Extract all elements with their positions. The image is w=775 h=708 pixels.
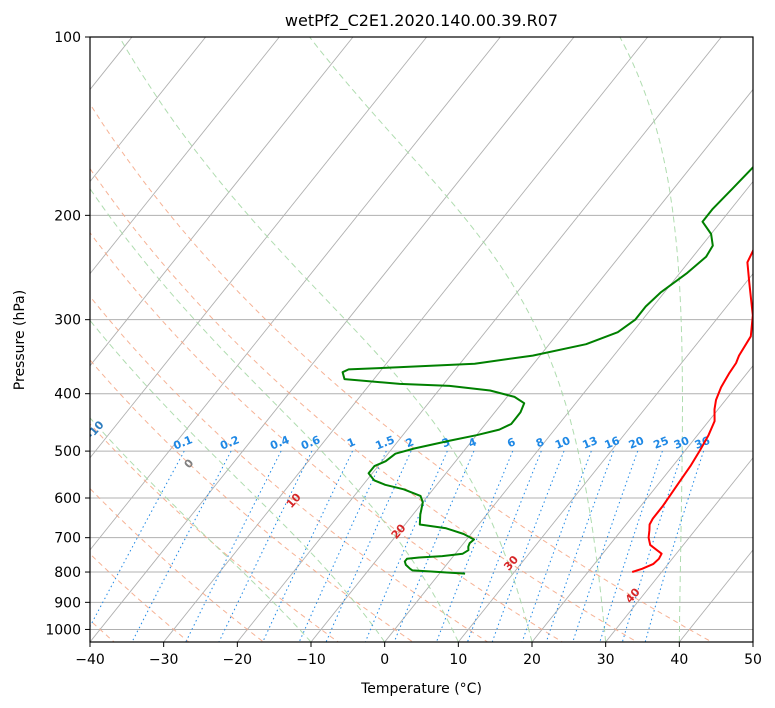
mixing-ratio-label: 0.1 — [171, 433, 194, 452]
moist-adiabat-line — [118, 37, 533, 642]
plot-frame — [89, 36, 754, 643]
mixing-ratio-line — [262, 450, 353, 642]
y-tick-label: 700 — [54, 531, 81, 547]
mixing-ratio-line — [364, 450, 448, 642]
isotherm-line — [90, 37, 428, 459]
y-tick-label: 400 — [54, 387, 81, 403]
mixing-ratio-label: 3 — [440, 435, 452, 450]
mixing-ratio-line — [599, 450, 663, 642]
background-lines — [0, 37, 753, 642]
isotherm-line — [90, 37, 354, 367]
mixing-ratio-label: 6 — [505, 435, 517, 450]
moist-adiabat-line — [752, 634, 753, 642]
mixing-ratio-line — [393, 450, 475, 642]
mixing-ratio-label: 20 — [627, 434, 646, 452]
y-tick-label: 800 — [54, 565, 81, 581]
mixing-ratio-line — [491, 450, 565, 642]
mixing-ratio-label: 0.4 — [268, 433, 291, 452]
moist-adiabat-line — [309, 37, 607, 642]
x-tick-label: 30 — [597, 652, 615, 668]
profile-series — [341, 165, 753, 575]
mixing-ratio-line — [545, 450, 614, 642]
mixing-ratio-line — [185, 450, 282, 642]
dry-adiabat-label: 30 — [501, 553, 521, 573]
y-tick-label: 300 — [54, 313, 81, 329]
isotherm-line — [236, 37, 722, 642]
x-axis-label: Temperature (°C) — [360, 681, 482, 697]
mixing-ratio-label: 2 — [404, 435, 416, 450]
y-axis-label: Pressure (hPa) — [12, 290, 28, 390]
mixing-ratio-label: 13 — [580, 434, 599, 452]
isotherm-line — [163, 37, 649, 642]
dry-adiabat-label: 10 — [284, 490, 304, 510]
mixing-ratio-label: 25 — [652, 434, 671, 452]
mixing-ratio-label: 1.5 — [373, 433, 396, 452]
mixing-ratio-line — [90, 450, 185, 628]
temperature-line — [631, 248, 753, 573]
isotherm-line — [90, 37, 280, 275]
mixing-ratio-label: 30 — [672, 434, 691, 452]
x-tick-label: −20 — [223, 652, 253, 668]
isotherm-line — [310, 88, 753, 642]
mixing-ratio-line — [131, 450, 232, 642]
moist-adiabat-line — [90, 319, 386, 642]
y-tick-label: 600 — [54, 491, 81, 507]
isotherm-line — [457, 272, 753, 642]
dry-adiabat-line — [90, 295, 488, 642]
isotherm-line — [605, 457, 753, 642]
moist-adiabat-line — [619, 37, 683, 642]
x-tick-label: 40 — [670, 652, 688, 668]
y-tick-label: 100 — [54, 30, 81, 46]
y-tick-label: 500 — [54, 444, 81, 460]
dry-adiabat-line — [90, 487, 264, 642]
moist-adiabat-line — [90, 187, 459, 642]
y-tick-label: 1000 — [45, 622, 81, 638]
y-tick-label: 200 — [54, 208, 81, 224]
dewpoint-line — [341, 165, 753, 575]
x-axis-ticks: −40 −30 −20 −10 0 10 20 30 40 50 — [75, 642, 762, 668]
dry-adiabat-line — [90, 103, 712, 642]
y-tick-label: 900 — [54, 595, 81, 611]
mixing-ratio-label: 1 — [345, 435, 357, 450]
mixing-ratio-line — [521, 450, 592, 642]
isotherm-line — [90, 37, 575, 642]
isotherm-line — [752, 641, 753, 642]
mixing-ratio-label: 10 — [553, 434, 572, 452]
dry-adiabat-label: -10 — [84, 418, 107, 442]
x-tick-label: −40 — [75, 652, 105, 668]
dry-adiabat-line — [90, 553, 190, 642]
mixing-ratio-line — [435, 450, 514, 642]
mixing-ratio-line — [467, 450, 542, 642]
dry-adiabat-line — [90, 423, 339, 642]
dry-adiabat-label: -20 — [0, 389, 23, 413]
x-tick-label: −30 — [149, 652, 179, 668]
mixing-ratio-label: 0.6 — [299, 433, 322, 452]
mixing-ratio-label: 36 — [693, 434, 712, 452]
x-tick-label: 50 — [744, 652, 762, 668]
dry-adiabat-label: 0 — [182, 456, 197, 471]
mixing-ratio-line — [218, 450, 313, 642]
x-tick-label: 10 — [449, 652, 467, 668]
mixing-ratio-label: 16 — [603, 434, 622, 452]
dry-adiabat-label: 20 — [389, 521, 409, 541]
dry-adiabat-line — [90, 231, 563, 642]
mixing-ratio-line — [644, 450, 705, 642]
x-tick-label: −10 — [296, 652, 326, 668]
mixing-ratio-line — [572, 450, 639, 642]
isotherm-line — [531, 365, 753, 642]
isotherm-line — [0, 37, 58, 642]
dry-adiabat-line — [90, 167, 638, 642]
mixing-ratio-label: 0.2 — [218, 433, 241, 452]
chart-title: wetPf2_C2E1.2020.140.00.39.R07 — [285, 11, 558, 31]
mixing-ratio-label: 8 — [534, 435, 546, 450]
isotherm-line — [90, 37, 501, 551]
isotherm-line — [384, 180, 753, 642]
isotherm-line — [90, 37, 207, 183]
mixing-ratio-line — [621, 450, 684, 642]
y-axis-ticks: 100 200 300 400 500 600 700 800 900 1000 — [45, 30, 90, 638]
x-tick-label: 20 — [523, 652, 541, 668]
x-tick-label: 0 — [380, 652, 389, 668]
isotherm-line — [678, 549, 753, 642]
